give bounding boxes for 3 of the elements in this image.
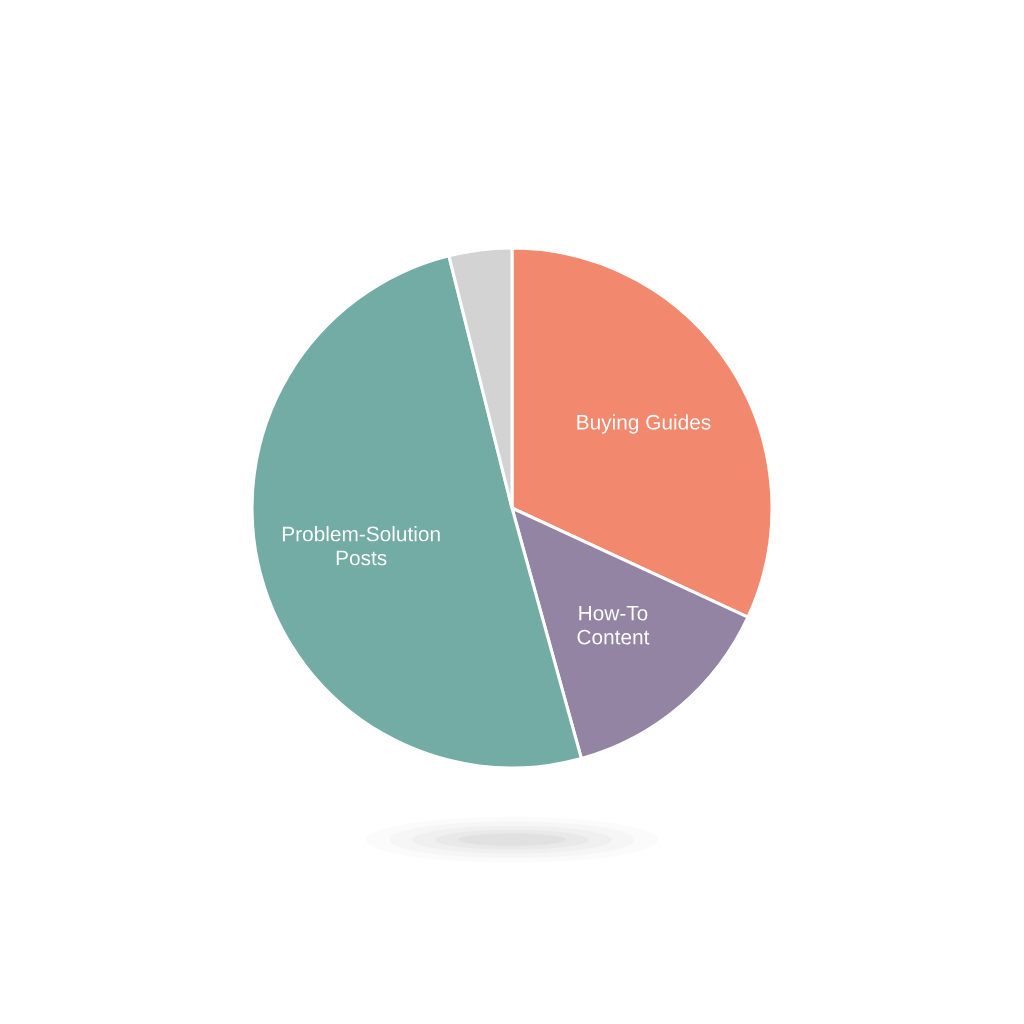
slice-label: Problem-Solution Posts	[282, 526, 440, 566]
slice-label: Buying Guides	[577, 414, 711, 434]
slice-label: How-To Content	[577, 606, 650, 645]
